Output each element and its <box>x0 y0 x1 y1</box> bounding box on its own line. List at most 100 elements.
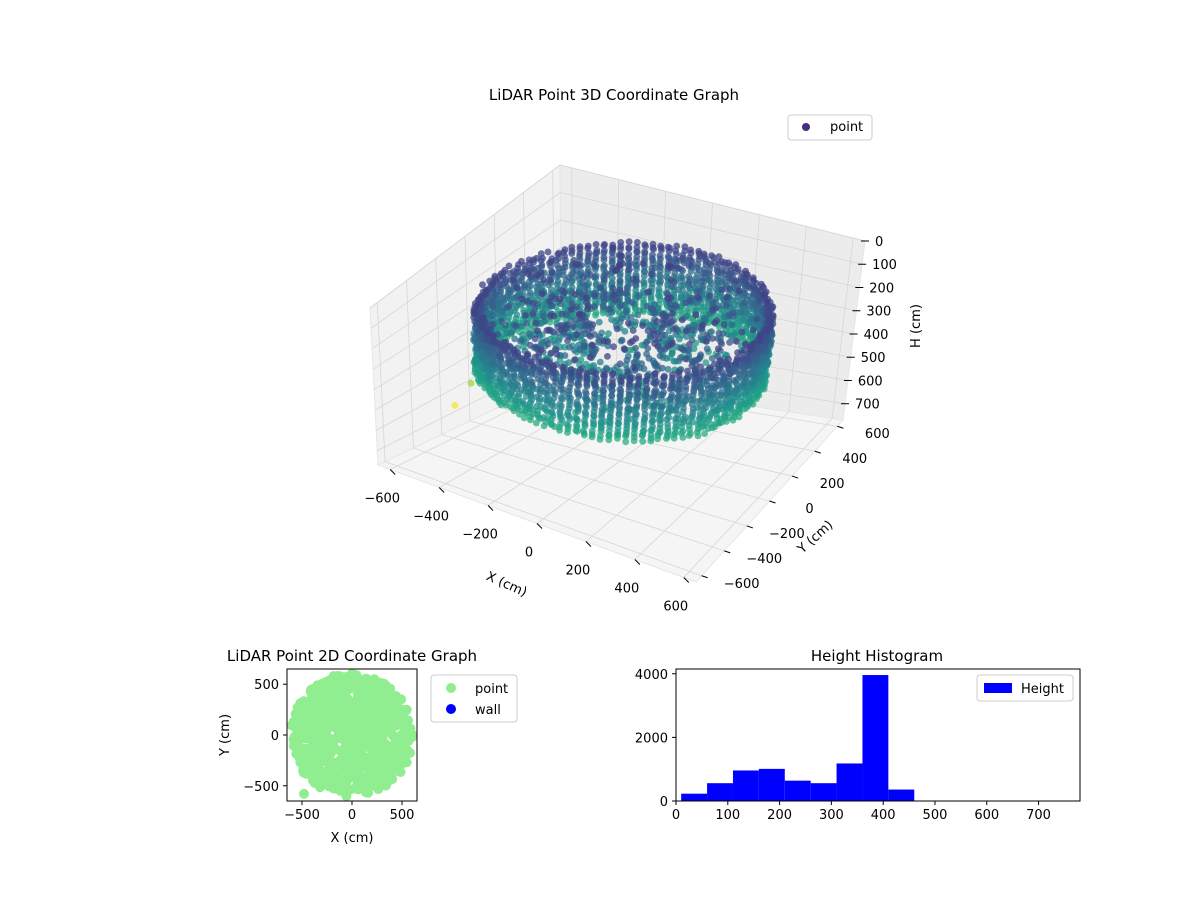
point-marker <box>635 380 643 387</box>
point-marker <box>609 254 616 262</box>
point-marker <box>503 304 511 312</box>
point-marker <box>386 711 397 722</box>
point-marker <box>600 337 608 345</box>
point-marker <box>623 416 631 423</box>
point-marker <box>385 700 396 711</box>
y-tick-mark <box>724 550 731 554</box>
point-marker <box>723 301 731 309</box>
point-marker <box>371 682 382 693</box>
point-marker <box>685 278 693 286</box>
point-marker <box>669 325 677 333</box>
point-marker <box>722 398 730 405</box>
plot-area-histogram <box>675 668 1081 802</box>
point-marker <box>694 293 702 301</box>
point-marker <box>643 386 651 393</box>
point-marker <box>533 385 541 393</box>
point-marker <box>742 369 749 377</box>
point-marker <box>570 311 578 318</box>
point-marker <box>497 299 505 306</box>
grid-line <box>370 192 863 329</box>
point-marker <box>670 434 678 442</box>
point-marker <box>738 355 746 362</box>
point-marker <box>667 301 674 308</box>
point-marker <box>531 335 539 343</box>
point-marker <box>683 333 690 340</box>
point-marker <box>616 318 624 326</box>
point-marker <box>507 358 515 366</box>
point-marker <box>308 756 319 767</box>
point-marker <box>598 406 606 413</box>
x-tick-label: −500 <box>284 808 320 823</box>
point-marker <box>349 743 360 754</box>
y-tick-label: 400 <box>842 452 867 467</box>
point-marker <box>726 370 734 378</box>
point-marker <box>634 311 642 319</box>
histogram-title: Height Histogram <box>811 647 943 665</box>
point-marker <box>536 366 544 373</box>
point-marker <box>592 254 600 262</box>
point-marker <box>526 405 533 413</box>
point-marker <box>652 380 660 388</box>
point-marker <box>676 335 683 343</box>
point-marker <box>667 404 675 412</box>
y-tick-label: 0 <box>271 729 279 744</box>
point-marker <box>682 386 689 394</box>
point-marker <box>310 739 321 750</box>
point-marker <box>571 346 578 354</box>
legend-2d-point-label: point <box>475 682 508 697</box>
point-marker <box>498 308 506 315</box>
point-marker <box>290 708 301 719</box>
grid-line <box>634 411 790 560</box>
histogram-bar <box>888 789 915 801</box>
point-marker <box>638 360 645 368</box>
point-marker <box>702 315 709 322</box>
point-marker <box>556 295 564 303</box>
point-marker <box>713 380 720 388</box>
point-marker <box>540 312 547 320</box>
point-marker <box>362 741 373 752</box>
point-marker <box>351 670 362 681</box>
point-marker <box>663 273 670 280</box>
point-marker <box>733 268 741 275</box>
point-marker <box>682 355 689 363</box>
x-tick-label: 0 <box>348 808 356 823</box>
point-marker <box>489 303 496 310</box>
point-marker <box>514 361 522 369</box>
point-marker <box>668 391 676 399</box>
point-marker <box>548 387 556 394</box>
point-marker <box>714 345 722 353</box>
point-marker <box>644 288 652 296</box>
point-marker <box>526 388 534 396</box>
point-marker <box>568 247 576 255</box>
point-marker <box>298 708 309 719</box>
point-marker <box>606 418 614 426</box>
point-marker <box>514 349 522 357</box>
histogram-bars <box>681 675 915 801</box>
y-axis-3d: −600 −400 −2000 200 400 600 <box>701 425 890 592</box>
point-marker <box>578 315 586 323</box>
point-marker <box>304 745 314 756</box>
point-marker <box>369 702 380 713</box>
point-marker <box>698 395 706 403</box>
point-marker <box>715 419 723 427</box>
point-marker <box>699 321 707 329</box>
legend-2d-point-marker <box>446 683 456 693</box>
point-marker <box>312 680 323 691</box>
point-marker <box>503 369 511 377</box>
point-marker <box>640 272 648 280</box>
point-marker <box>689 405 697 413</box>
point-marker <box>497 389 504 396</box>
point-marker <box>682 327 690 335</box>
point-marker <box>562 259 569 267</box>
point-marker <box>644 372 651 380</box>
point-marker <box>659 316 667 324</box>
point-marker <box>725 259 733 267</box>
point-marker <box>613 266 621 274</box>
point-marker <box>660 389 667 396</box>
point-marker <box>734 349 741 356</box>
point-marker <box>686 341 693 348</box>
point-marker <box>684 392 691 400</box>
point-marker <box>725 355 732 363</box>
point-marker <box>739 334 746 342</box>
point-marker <box>333 775 344 785</box>
